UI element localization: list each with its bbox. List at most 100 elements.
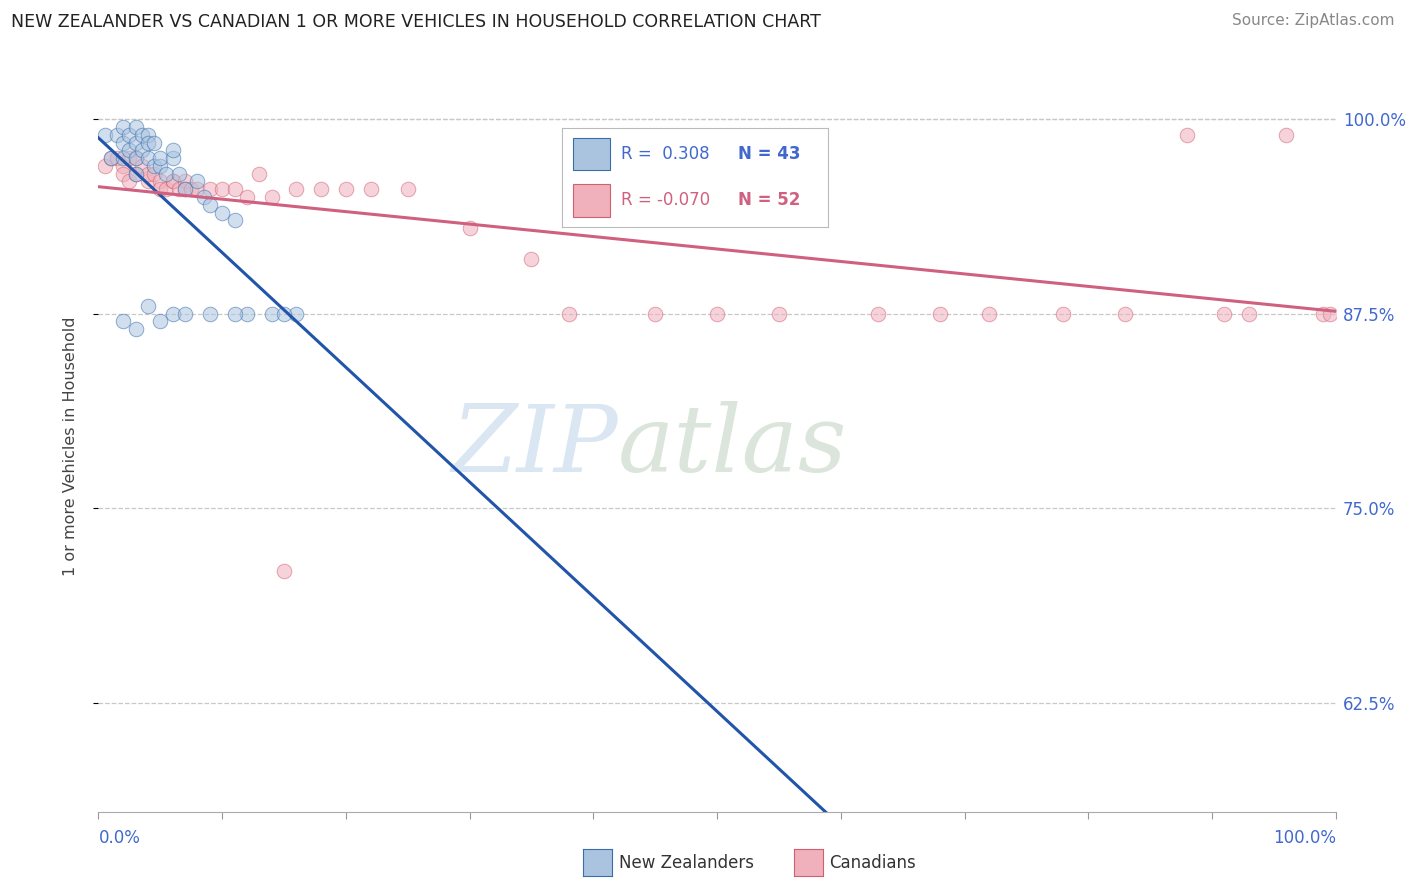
Point (211, 182, 233, 196)
Point (131, 128, 153, 142)
Point (136, 136, 159, 150)
Point (149, 174, 172, 188)
Point (112, 314, 135, 328)
Text: R =  0.308: R = 0.308 (621, 145, 710, 163)
Point (124, 322, 146, 336)
Point (131, 159, 153, 173)
Point (136, 174, 159, 188)
Y-axis label: 1 or more Vehicles in Household: 1 or more Vehicles in Household (63, 317, 77, 575)
Point (136, 151, 159, 165)
Point (112, 151, 135, 165)
Point (1175, 128, 1198, 142)
Point (198, 307, 221, 321)
Point (136, 299, 159, 313)
Text: N = 52: N = 52 (738, 192, 800, 210)
FancyBboxPatch shape (574, 184, 610, 217)
Point (866, 307, 889, 321)
Text: New Zealanders: New Zealanders (619, 854, 754, 871)
Point (112, 159, 135, 173)
Point (167, 182, 190, 196)
Point (131, 144, 153, 158)
Point (285, 182, 308, 196)
Text: ZIP: ZIP (451, 401, 619, 491)
Point (124, 151, 146, 165)
Point (1213, 307, 1236, 321)
Point (162, 307, 184, 321)
Point (236, 307, 259, 321)
Point (174, 182, 197, 196)
Point (143, 136, 166, 150)
Point (143, 159, 166, 173)
Point (112, 167, 135, 181)
Point (520, 252, 543, 267)
Point (309, 182, 332, 196)
Point (174, 182, 197, 196)
FancyBboxPatch shape (574, 137, 610, 170)
Point (285, 307, 308, 321)
Point (124, 136, 146, 150)
Point (273, 564, 295, 578)
Point (360, 182, 382, 196)
Point (93, 159, 115, 173)
Point (124, 120, 146, 134)
Point (557, 307, 579, 321)
Point (198, 182, 221, 196)
Point (112, 136, 135, 150)
Point (118, 174, 141, 188)
Point (162, 174, 184, 188)
Point (155, 182, 177, 196)
Point (162, 174, 184, 188)
Point (136, 128, 159, 142)
Point (644, 307, 666, 321)
Text: Source: ZipAtlas.com: Source: ZipAtlas.com (1232, 13, 1395, 29)
Point (224, 182, 246, 196)
Point (174, 307, 197, 321)
Text: atlas: atlas (619, 401, 848, 491)
Point (247, 167, 270, 181)
Point (458, 221, 481, 235)
Point (273, 307, 295, 321)
Point (1052, 307, 1074, 321)
Point (768, 307, 790, 321)
Point (224, 213, 246, 227)
Point (162, 151, 184, 165)
Point (224, 307, 246, 321)
Point (112, 120, 135, 134)
Text: N = 43: N = 43 (738, 145, 800, 163)
Text: 0.0%: 0.0% (98, 830, 141, 847)
Point (118, 151, 141, 165)
Point (1312, 307, 1334, 321)
Point (105, 128, 128, 142)
Point (1275, 128, 1298, 142)
Point (1319, 307, 1341, 321)
Point (260, 307, 283, 321)
Point (174, 174, 197, 188)
Point (124, 151, 146, 165)
Text: 100.0%: 100.0% (1272, 830, 1336, 847)
Text: NEW ZEALANDER VS CANADIAN 1 OR MORE VEHICLES IN HOUSEHOLD CORRELATION CHART: NEW ZEALANDER VS CANADIAN 1 OR MORE VEHI… (11, 13, 821, 31)
Point (149, 151, 172, 165)
Point (143, 167, 166, 181)
Point (186, 174, 208, 188)
Point (149, 159, 172, 173)
Point (118, 128, 141, 142)
Text: Canadians: Canadians (830, 854, 917, 871)
Point (396, 182, 419, 196)
Point (1114, 307, 1136, 321)
Point (193, 190, 215, 204)
Point (979, 307, 1001, 321)
Point (149, 182, 172, 196)
Point (162, 144, 184, 158)
Point (105, 151, 128, 165)
Point (706, 307, 728, 321)
Point (236, 190, 259, 204)
Point (136, 167, 159, 181)
Point (180, 182, 202, 196)
Point (118, 144, 141, 158)
Point (186, 182, 208, 196)
Point (260, 190, 283, 204)
Point (155, 167, 177, 181)
Point (167, 167, 190, 181)
Point (93, 128, 115, 142)
Point (928, 307, 950, 321)
